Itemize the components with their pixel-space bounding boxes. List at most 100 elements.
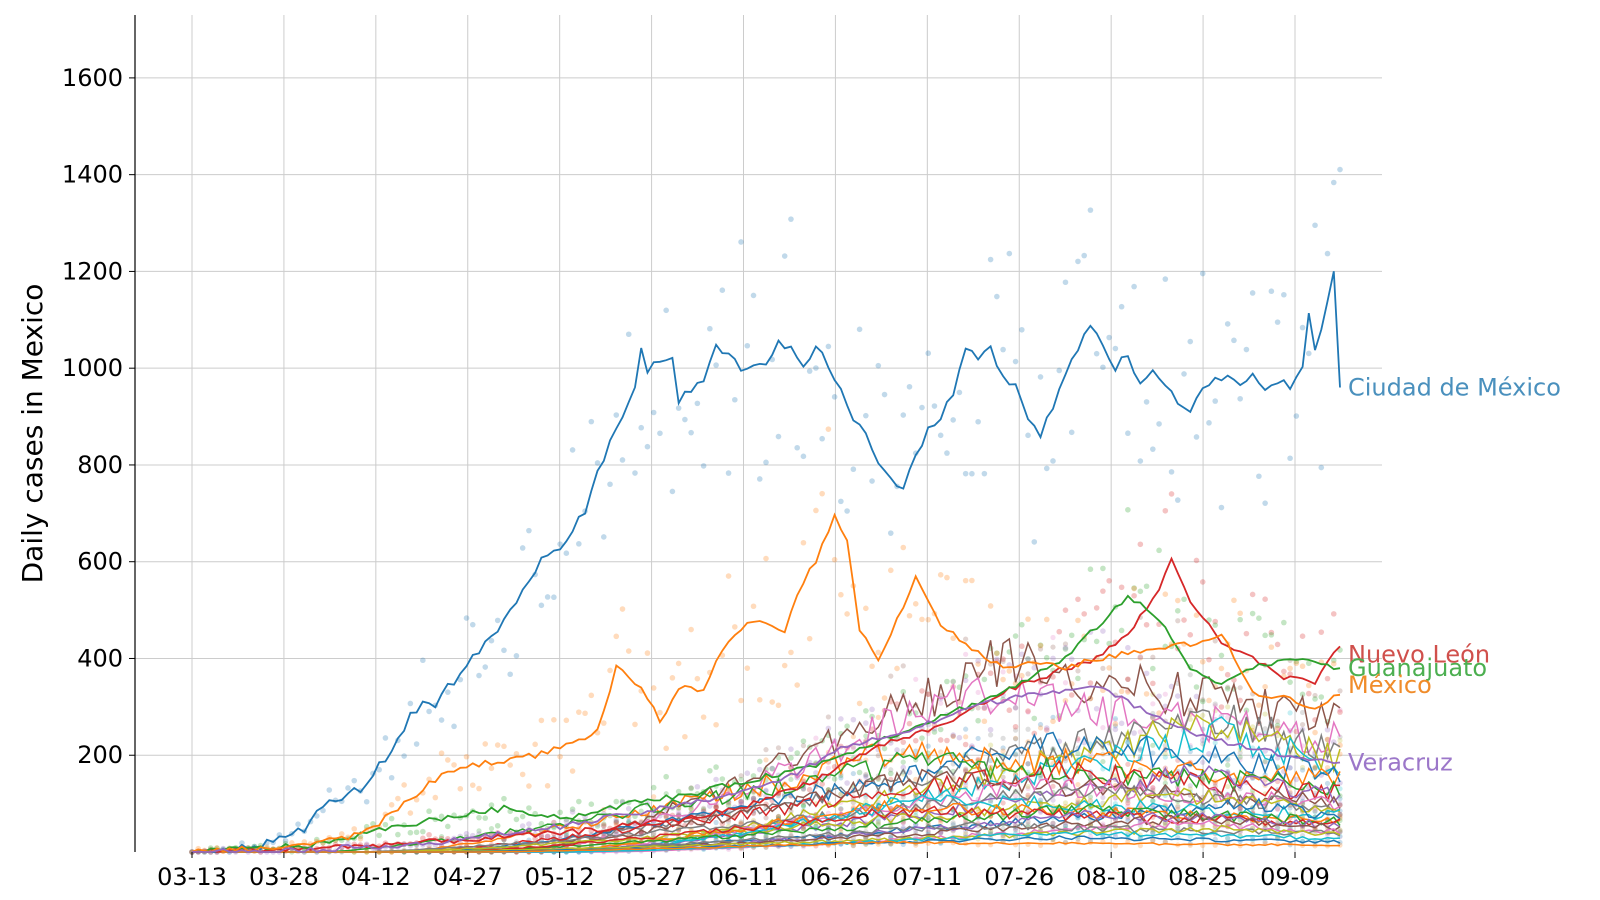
scatter-point <box>1212 701 1218 707</box>
scatter-point <box>376 766 382 773</box>
scatter-point <box>1031 715 1038 722</box>
scatter-point <box>1100 665 1106 671</box>
scatter-point <box>1193 612 1200 619</box>
scatter-point <box>1068 692 1075 698</box>
scatter-point <box>1162 751 1168 757</box>
scatter-point <box>863 720 869 726</box>
scatter-point <box>713 819 719 826</box>
scatter-point <box>1037 797 1044 803</box>
scatter-point <box>1243 346 1250 353</box>
scatter-point <box>1337 166 1343 173</box>
scatter-point <box>1224 685 1231 692</box>
scatter-point <box>1112 717 1118 723</box>
scatter-point <box>775 814 782 820</box>
scatter-point <box>1337 812 1343 818</box>
scatter-point <box>1287 665 1293 672</box>
scatter-point <box>1337 737 1343 744</box>
scatter-point <box>825 426 832 432</box>
scatter-point <box>1337 688 1343 694</box>
scatter-point <box>1175 618 1181 624</box>
scatter-point <box>938 749 944 755</box>
scatter-point <box>457 785 464 792</box>
scatter-point <box>1106 665 1112 671</box>
scatter-point <box>938 819 944 826</box>
scatter-point <box>950 733 956 739</box>
scatter-point <box>962 470 969 477</box>
scatter-point <box>526 527 532 534</box>
scatter-point <box>838 805 844 812</box>
scatter-point <box>582 710 588 717</box>
scatter-point <box>513 816 520 823</box>
scatter-point <box>1293 776 1300 783</box>
scatter-point <box>1312 765 1318 771</box>
scatter-point <box>1156 547 1162 554</box>
scatter-point <box>1324 765 1331 771</box>
scatter-point <box>1299 709 1306 716</box>
scatter-point <box>763 459 769 466</box>
scatter-point <box>1212 740 1218 746</box>
scatter-point <box>925 827 931 833</box>
scatter-point <box>1087 798 1094 804</box>
scatter-point <box>1318 629 1325 635</box>
scatter-point <box>1168 683 1175 690</box>
scatter-point <box>613 412 620 418</box>
scatter-point <box>676 808 682 814</box>
scatter-point <box>613 818 619 824</box>
scatter-point <box>644 443 651 450</box>
scatter-point <box>1156 710 1162 716</box>
grid-lines <box>135 15 1382 852</box>
scatter-point <box>1330 657 1337 664</box>
scatter-point <box>963 726 969 732</box>
scatter-point <box>850 466 857 473</box>
scatter-point <box>1174 608 1181 614</box>
scatter-point <box>925 803 931 810</box>
scatter-point <box>863 773 869 779</box>
scatter-point <box>788 746 794 752</box>
scatter-point <box>1112 843 1118 849</box>
scatter-point <box>975 661 981 667</box>
scatter-point <box>1112 723 1118 729</box>
scatter-point <box>794 750 800 756</box>
scatter-point <box>1025 656 1031 662</box>
scatter-point <box>944 678 950 685</box>
scatter-point <box>1206 750 1212 757</box>
scatter-point <box>532 836 538 842</box>
scatter-point <box>588 801 595 808</box>
scatter-point <box>1019 672 1025 679</box>
scatter-point <box>1337 780 1343 786</box>
scatter-point <box>1043 725 1050 731</box>
scatter-point <box>856 326 863 333</box>
y-tick-label: 800 <box>77 451 123 479</box>
scatter-point <box>1075 675 1081 682</box>
scatter-point <box>551 717 557 723</box>
scatter-point <box>1081 252 1087 259</box>
scatter-point <box>838 806 844 812</box>
scatter-point <box>1200 775 1206 781</box>
scatter-point <box>713 764 719 770</box>
scatter-point <box>682 416 688 423</box>
scatter-point <box>1112 773 1118 779</box>
scatter-point <box>1050 644 1056 650</box>
scatter-point <box>713 836 719 842</box>
scatter-point <box>1100 588 1106 594</box>
scatter-point <box>732 396 738 403</box>
y-tick-label: 1400 <box>62 161 123 189</box>
scatter-point <box>1237 754 1243 760</box>
scatter-point <box>775 755 782 761</box>
scatter-point <box>682 733 688 740</box>
scatter-point <box>713 362 719 368</box>
scatter-point <box>569 806 576 813</box>
scatter-point <box>1162 591 1169 597</box>
scatter-point <box>894 747 900 753</box>
scatter-point <box>463 753 470 760</box>
scatter-point <box>338 831 345 837</box>
scatter-point <box>844 780 850 786</box>
scatter-point <box>725 573 732 579</box>
scatter-point <box>1012 771 1019 777</box>
scatter-point <box>875 820 881 826</box>
scatter-point <box>1150 837 1156 843</box>
scatter-point <box>501 743 507 750</box>
scatter-point <box>1306 682 1312 689</box>
scatter-point <box>738 239 744 245</box>
scatter-point <box>1275 755 1281 761</box>
